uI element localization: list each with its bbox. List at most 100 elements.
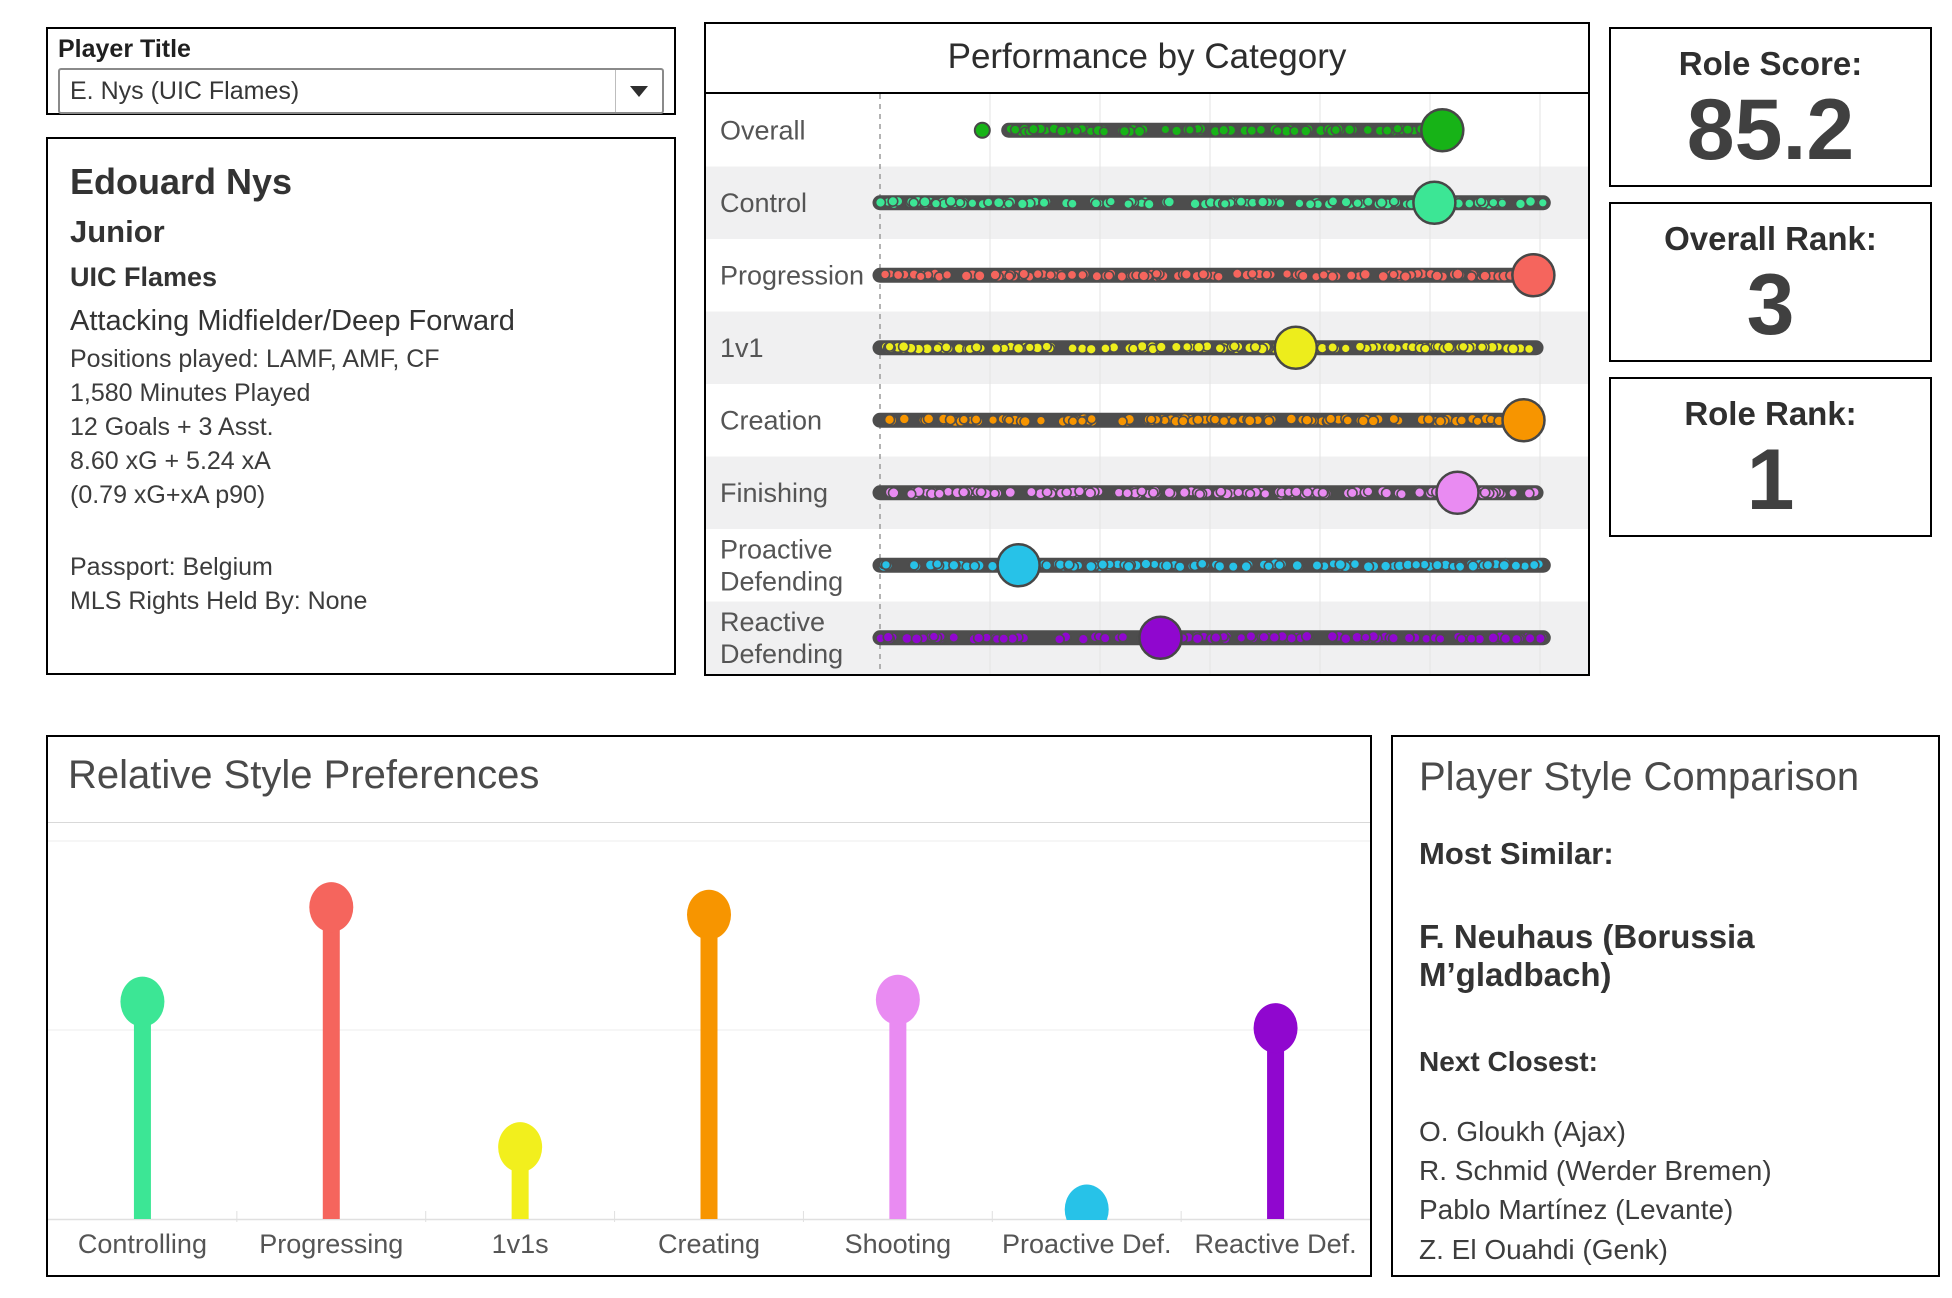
- sample-dot: [1413, 486, 1426, 499]
- sample-dot: [1342, 414, 1354, 426]
- sample-dot: [1381, 125, 1393, 137]
- dropdown-arrow-icon[interactable]: [615, 70, 662, 112]
- sample-dot: [932, 558, 943, 570]
- sample-dot: [1457, 341, 1469, 353]
- most-similar-player: F. Neuhaus (Borussia M’gladbach): [1419, 918, 1755, 993]
- sample-dot: [1035, 415, 1047, 426]
- similar-player: O. Gloukh (Ajax): [1419, 1116, 1626, 1147]
- sample-dot: [1191, 632, 1204, 645]
- sample-dot: [1163, 486, 1176, 499]
- lollipop-chart-svg: [48, 840, 1370, 1222]
- player-team: UIC Flames: [70, 262, 218, 293]
- sample-dot: [1067, 342, 1079, 354]
- sample-dot: [1263, 415, 1275, 427]
- sample-dot: [1151, 268, 1162, 279]
- player-marker: [996, 543, 1041, 588]
- sample-dot: [1155, 341, 1167, 353]
- category-label: Control: [720, 188, 807, 218]
- sample-dot: [1434, 415, 1446, 427]
- sample-dot: [1090, 197, 1102, 209]
- sample-dot: [1268, 631, 1281, 644]
- sample-dot: [1431, 559, 1443, 571]
- sample-dot: [1118, 125, 1131, 138]
- similar-player: Z. El Ouahdi (Genk): [1419, 1233, 1668, 1265]
- sample-dot: [983, 197, 994, 208]
- sample-dot: [1362, 486, 1374, 497]
- sample-dot: [1380, 487, 1393, 499]
- performance-chart-panel: Performance by Category Overall Control Pr…: [704, 22, 1590, 676]
- lollipop-head: [875, 974, 920, 1025]
- style-category-label: Progressing: [259, 1229, 404, 1259]
- player-select[interactable]: E. Nys (UIC Flames): [58, 68, 664, 114]
- sample-dot: [958, 486, 970, 498]
- style-preferences-panel: Relative Style Preferences Controlling Pr…: [46, 735, 1372, 1277]
- sample-dot: [1537, 197, 1549, 209]
- sample-dot: [973, 269, 986, 282]
- sample-dot: [1392, 123, 1403, 135]
- sample-dot: [944, 413, 957, 426]
- sample-dot: [1472, 416, 1483, 427]
- player-marker: [1273, 325, 1319, 370]
- sample-dot: [930, 198, 942, 209]
- sample-dot: [1215, 486, 1227, 498]
- sample-dot: [1117, 631, 1129, 643]
- most-similar-label: Most Similar:: [1419, 836, 1614, 871]
- sample-dot: [1456, 633, 1467, 645]
- sample-dot: [940, 341, 952, 353]
- sample-dot: [1465, 271, 1477, 283]
- sample-dot: [1263, 560, 1274, 572]
- performance-chart-svg: Overall Control Progression 1v1 Creation Fini…: [706, 94, 1588, 674]
- sample-dot: [1209, 414, 1221, 425]
- sample-dot: [1038, 197, 1050, 209]
- sample-dot: [1431, 270, 1443, 282]
- sample-dot: [1214, 342, 1226, 354]
- sample-dot: [1387, 632, 1400, 644]
- sample-dot: [1340, 196, 1352, 208]
- sample-dot: [1519, 560, 1531, 572]
- style-preferences-chart[interactable]: [48, 823, 1370, 1223]
- sample-dot: [1084, 560, 1097, 573]
- sample-dot: [1487, 631, 1500, 644]
- sample-dot: [1003, 198, 1014, 209]
- sample-dot: [1326, 630, 1339, 643]
- sample-dot: [1098, 126, 1110, 137]
- sample-dot: [1053, 633, 1065, 645]
- sample-dot: [1475, 196, 1487, 207]
- sample-dot: [967, 198, 978, 209]
- lollipop-head: [1253, 1003, 1298, 1054]
- sample-dot: [1091, 270, 1103, 282]
- lollipop-stick: [133, 1001, 151, 1219]
- sample-dot: [1170, 125, 1183, 137]
- sample-dot: [1100, 343, 1111, 354]
- sample-dot: [1255, 124, 1267, 136]
- sample-dot: [884, 341, 895, 352]
- sample-dot: [1244, 488, 1256, 499]
- sample-dot: [970, 414, 982, 425]
- role-rank-box: Role Rank: 1: [1609, 377, 1932, 537]
- performance-chart[interactable]: Overall Control Progression 1v1 Creation Fini…: [706, 94, 1588, 674]
- sample-dot: [1181, 341, 1193, 353]
- sample-dot: [992, 196, 1005, 209]
- sample-dot: [1148, 487, 1159, 499]
- sample-dot: [1004, 271, 1015, 282]
- sample-dot: [1256, 196, 1269, 208]
- player-marker: [1420, 108, 1465, 153]
- sample-dot: [1019, 415, 1031, 428]
- sample-dot: [1339, 632, 1352, 645]
- sample-dot: [1133, 125, 1146, 138]
- sample-dot: [1377, 270, 1390, 283]
- sample-dot: [1272, 125, 1283, 137]
- sample-dot: [1136, 485, 1148, 497]
- sample-dot: [1299, 125, 1312, 137]
- sample-dot: [1071, 125, 1082, 137]
- category-label: Progression: [720, 260, 864, 290]
- sample-dot: [1334, 558, 1347, 571]
- sample-dot: [1228, 415, 1239, 427]
- player-stat-line: 12 Goals + 3 Asst.: [70, 413, 274, 442]
- sample-dot: [1343, 123, 1356, 136]
- sample-dot: [1454, 561, 1466, 573]
- sample-dot: [1345, 270, 1357, 282]
- sample-dot: [1510, 560, 1522, 572]
- sample-dot: [934, 488, 945, 500]
- sample-dot: [1388, 413, 1400, 425]
